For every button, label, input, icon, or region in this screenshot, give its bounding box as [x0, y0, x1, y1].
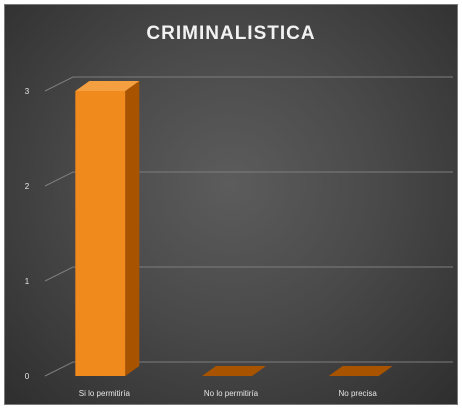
gridline	[44, 266, 453, 282]
bars	[75, 81, 393, 376]
bar-top	[328, 366, 393, 376]
y-tick-label: 1	[25, 277, 30, 286]
x-axis-categories: Si lo permitiría No lo permitiría No preci…	[79, 389, 378, 398]
bar	[202, 366, 266, 376]
y-tick-label: 3	[25, 87, 30, 96]
gridline	[44, 76, 453, 92]
bar-top	[75, 81, 140, 91]
gridline	[44, 171, 453, 187]
bar	[328, 366, 393, 376]
y-tick-label: 2	[25, 182, 30, 191]
x-category-label: Si lo permitiría	[79, 389, 131, 398]
x-category-label: No lo permitiría	[204, 389, 259, 398]
bar	[75, 81, 140, 376]
bar-top	[202, 366, 266, 376]
chart-frame: CRIMINALISTICA 0 1 2 3 Si lo permitiría No l…	[4, 4, 458, 405]
bar-chart: 0 1 2 3 Si lo permitiría No lo permitiría No …	[25, 76, 453, 398]
gridlines	[44, 76, 453, 377]
bar-front	[75, 91, 126, 376]
y-axis-ticks: 0 1 2 3	[25, 87, 30, 381]
y-tick-label: 0	[25, 372, 30, 381]
gridline	[44, 361, 453, 377]
bar-side	[125, 81, 140, 376]
x-category-label: No precisa	[339, 389, 378, 398]
chart-title: CRIMINALISTICA	[146, 23, 316, 44]
